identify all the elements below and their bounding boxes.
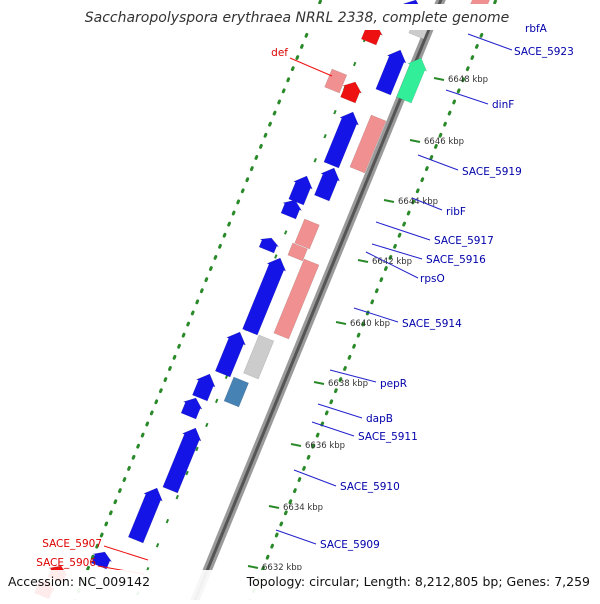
- map-title: Saccharopolyspora erythraea NRRL 2338, c…: [85, 10, 510, 26]
- kbp-tick-mark-5: [313, 381, 325, 385]
- gene-box-sace5916: [294, 218, 320, 250]
- kbp-tick-mark-4: [335, 321, 347, 325]
- gene-arrow-sace5919-a: [323, 111, 360, 169]
- gene-label-7: SACE_5916: [426, 254, 486, 266]
- gene-label-leader-15: [289, 57, 333, 77]
- kbp-tick-label-3: 6642 kbp: [372, 257, 412, 267]
- kbp-tick-label-5: 6638 kbp: [328, 379, 368, 389]
- gene-label-leader-13: [293, 469, 337, 487]
- gene-arrow-sace5910: [162, 427, 202, 494]
- accession-text: Accession: NC_009142: [8, 574, 150, 589]
- kbp-tick-label-4: 6640 kbp: [350, 319, 390, 329]
- gene-label-3: dinF: [492, 99, 514, 111]
- gene-label-9: SACE_5914: [402, 318, 462, 330]
- guide-dots-inner-right: [246, 0, 498, 604]
- gene-box-rpso: [287, 242, 308, 262]
- gene-label-leader-11: [317, 403, 363, 419]
- gene-label-6: SACE_5917: [434, 235, 494, 247]
- gene-label-16: SACE_5907: [42, 538, 102, 550]
- gene-box-dapb: [223, 376, 249, 408]
- gene-label-5: ribF: [446, 206, 466, 218]
- kbp-tick-label-7: 6634 kbp: [283, 503, 323, 513]
- gene-box-sace5914: [273, 258, 320, 340]
- gene-arrow-dapb: [180, 397, 203, 420]
- gene-features: [33, 0, 490, 600]
- gene-label-17: SACE_5906: [36, 557, 96, 569]
- kbp-tick-mark-7: [268, 505, 280, 509]
- gene-box-pepr: [243, 334, 275, 380]
- kbp-tick-mark-1: [409, 139, 421, 143]
- dotted-guides: [71, 0, 498, 604]
- gene-arrow-sace5917: [280, 199, 303, 220]
- guide-dots-outer-left: [71, 0, 323, 604]
- kbp-tick-mark-3: [357, 259, 369, 263]
- title-background: [70, 4, 525, 30]
- gene-label-11: dapB: [366, 413, 393, 425]
- gene-label-leader-16: [103, 545, 149, 561]
- gene-label-leader-10: [329, 369, 377, 383]
- gene-arrow-dinf: [396, 57, 428, 104]
- footer-background: [0, 570, 600, 600]
- gene-label-leader-5: [411, 197, 443, 211]
- gene-label-leader-6: [375, 221, 431, 241]
- gene-label-leader-8: [365, 251, 419, 279]
- gene-label-8: rpsO: [420, 273, 445, 285]
- gene-label-4: SACE_5919: [462, 166, 522, 178]
- gene-arrow-sace5914: [242, 257, 287, 336]
- kbp-tick-mark-8: [247, 565, 259, 569]
- kbp-tick-mark-2: [383, 199, 395, 203]
- kbp-tick-label-8: 6632 kbp: [262, 563, 302, 573]
- gene-arrow-sace5909: [127, 487, 163, 544]
- genome-summary-text: Topology: circular; Length: 8,212,805 bp…: [246, 574, 590, 589]
- gene-label-1: rbfA: [525, 23, 548, 35]
- gene-label-leader-4: [417, 154, 459, 171]
- gene-label-10: pepR: [380, 378, 407, 390]
- gene-label-leader-7: [371, 243, 423, 260]
- gene-label-14: SACE_5909: [320, 539, 380, 551]
- gene-label-2: SACE_5923: [514, 46, 574, 58]
- gene-label-15: def: [271, 47, 288, 59]
- kbp-tick-label-2: 6644 kbp: [398, 197, 438, 207]
- gene-label-leader-3: [445, 89, 489, 105]
- gene-label-leader-12: [311, 421, 355, 437]
- gene-arrow-pepr: [192, 373, 216, 402]
- gene-label-leader-14: [275, 529, 317, 545]
- gene-arrow-sace5923: [375, 49, 407, 96]
- kbp-tick-mark-6: [290, 443, 302, 447]
- gene-arrow-peprb: [214, 331, 246, 378]
- gene-arrow-def: [340, 81, 363, 104]
- kbp-tick-label-1: 6646 kbp: [424, 137, 464, 147]
- kbp-tick-label-0: 6648 kbp: [448, 75, 488, 85]
- gene-box-sace5919: [349, 114, 387, 174]
- gene-arrow-small: [258, 237, 279, 254]
- gene-label-13: SACE_5910: [340, 481, 400, 493]
- kbp-tick-label-6: 6636 kbp: [305, 441, 345, 451]
- gene-label-leader-9: [353, 307, 399, 323]
- gene-label-leader-2: [467, 33, 513, 51]
- kbp-tick-mark-0: [433, 77, 445, 81]
- gene-arrow-ribf: [314, 167, 341, 202]
- gene-labels: prbfASACE_5923dinFSACE_5919ribFSACE_5917…: [36, 7, 574, 575]
- gene-label-12: SACE_5911: [358, 431, 418, 443]
- kbp-ticks: 6648 kbp 6646 kbp 6644 kbp 6642 kbp 6640 kbp…: [247, 75, 488, 573]
